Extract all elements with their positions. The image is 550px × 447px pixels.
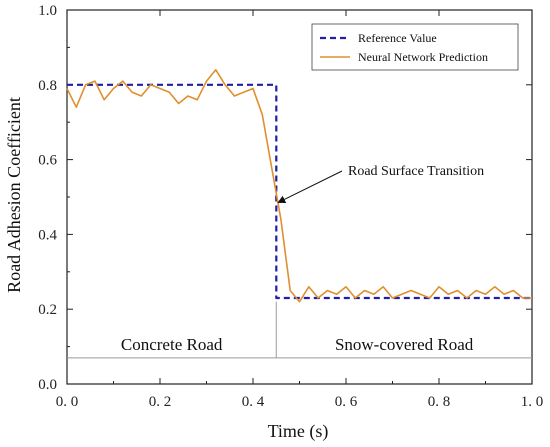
legend-box xyxy=(311,23,519,71)
y-tick-label: 0.8 xyxy=(38,78,57,94)
x-tick-label: 1. 0 xyxy=(521,394,544,410)
y-axis-title: Road Adhesion Coefficient xyxy=(4,97,24,293)
x-tick-label: 0. 4 xyxy=(242,394,265,410)
y-tick-label: 1.0 xyxy=(38,3,57,19)
y-tick-label: 0.0 xyxy=(38,377,57,393)
reference-value-line xyxy=(67,83,532,300)
neural-network-prediction-line xyxy=(66,69,532,303)
y-tick-label: 0.6 xyxy=(38,153,57,169)
y-tick-label: 0.2 xyxy=(38,302,57,318)
x-tick-label: 0. 8 xyxy=(428,394,451,410)
plot-area: 0. 0 0. 2 0. 4 0. 6 0. 8 1. 0 0.0 0.2 0.4 0.6 0.8 1… xyxy=(38,3,543,410)
y-tick-label: 0.4 xyxy=(38,227,57,243)
legend-label: Reference Value xyxy=(358,31,437,45)
annotation-label: Road Surface Transition xyxy=(348,164,484,179)
region-label: Snow-covered Road xyxy=(335,335,474,354)
chart-labels: Road Adhesion Coefficient Time (s) xyxy=(4,97,328,442)
x-tick-label: 0. 6 xyxy=(335,394,358,410)
x-tick-label: 0. 0 xyxy=(56,394,79,410)
region-label: Concrete Road xyxy=(121,335,223,354)
x-axis-title: Time (s) xyxy=(268,421,329,442)
annotation-arrow xyxy=(277,170,343,203)
x-tick-label: 0. 2 xyxy=(149,394,172,410)
legend-label: Neural Network Prediction xyxy=(358,50,488,64)
legend: Reference Value Neural Network Prediction xyxy=(311,23,519,71)
